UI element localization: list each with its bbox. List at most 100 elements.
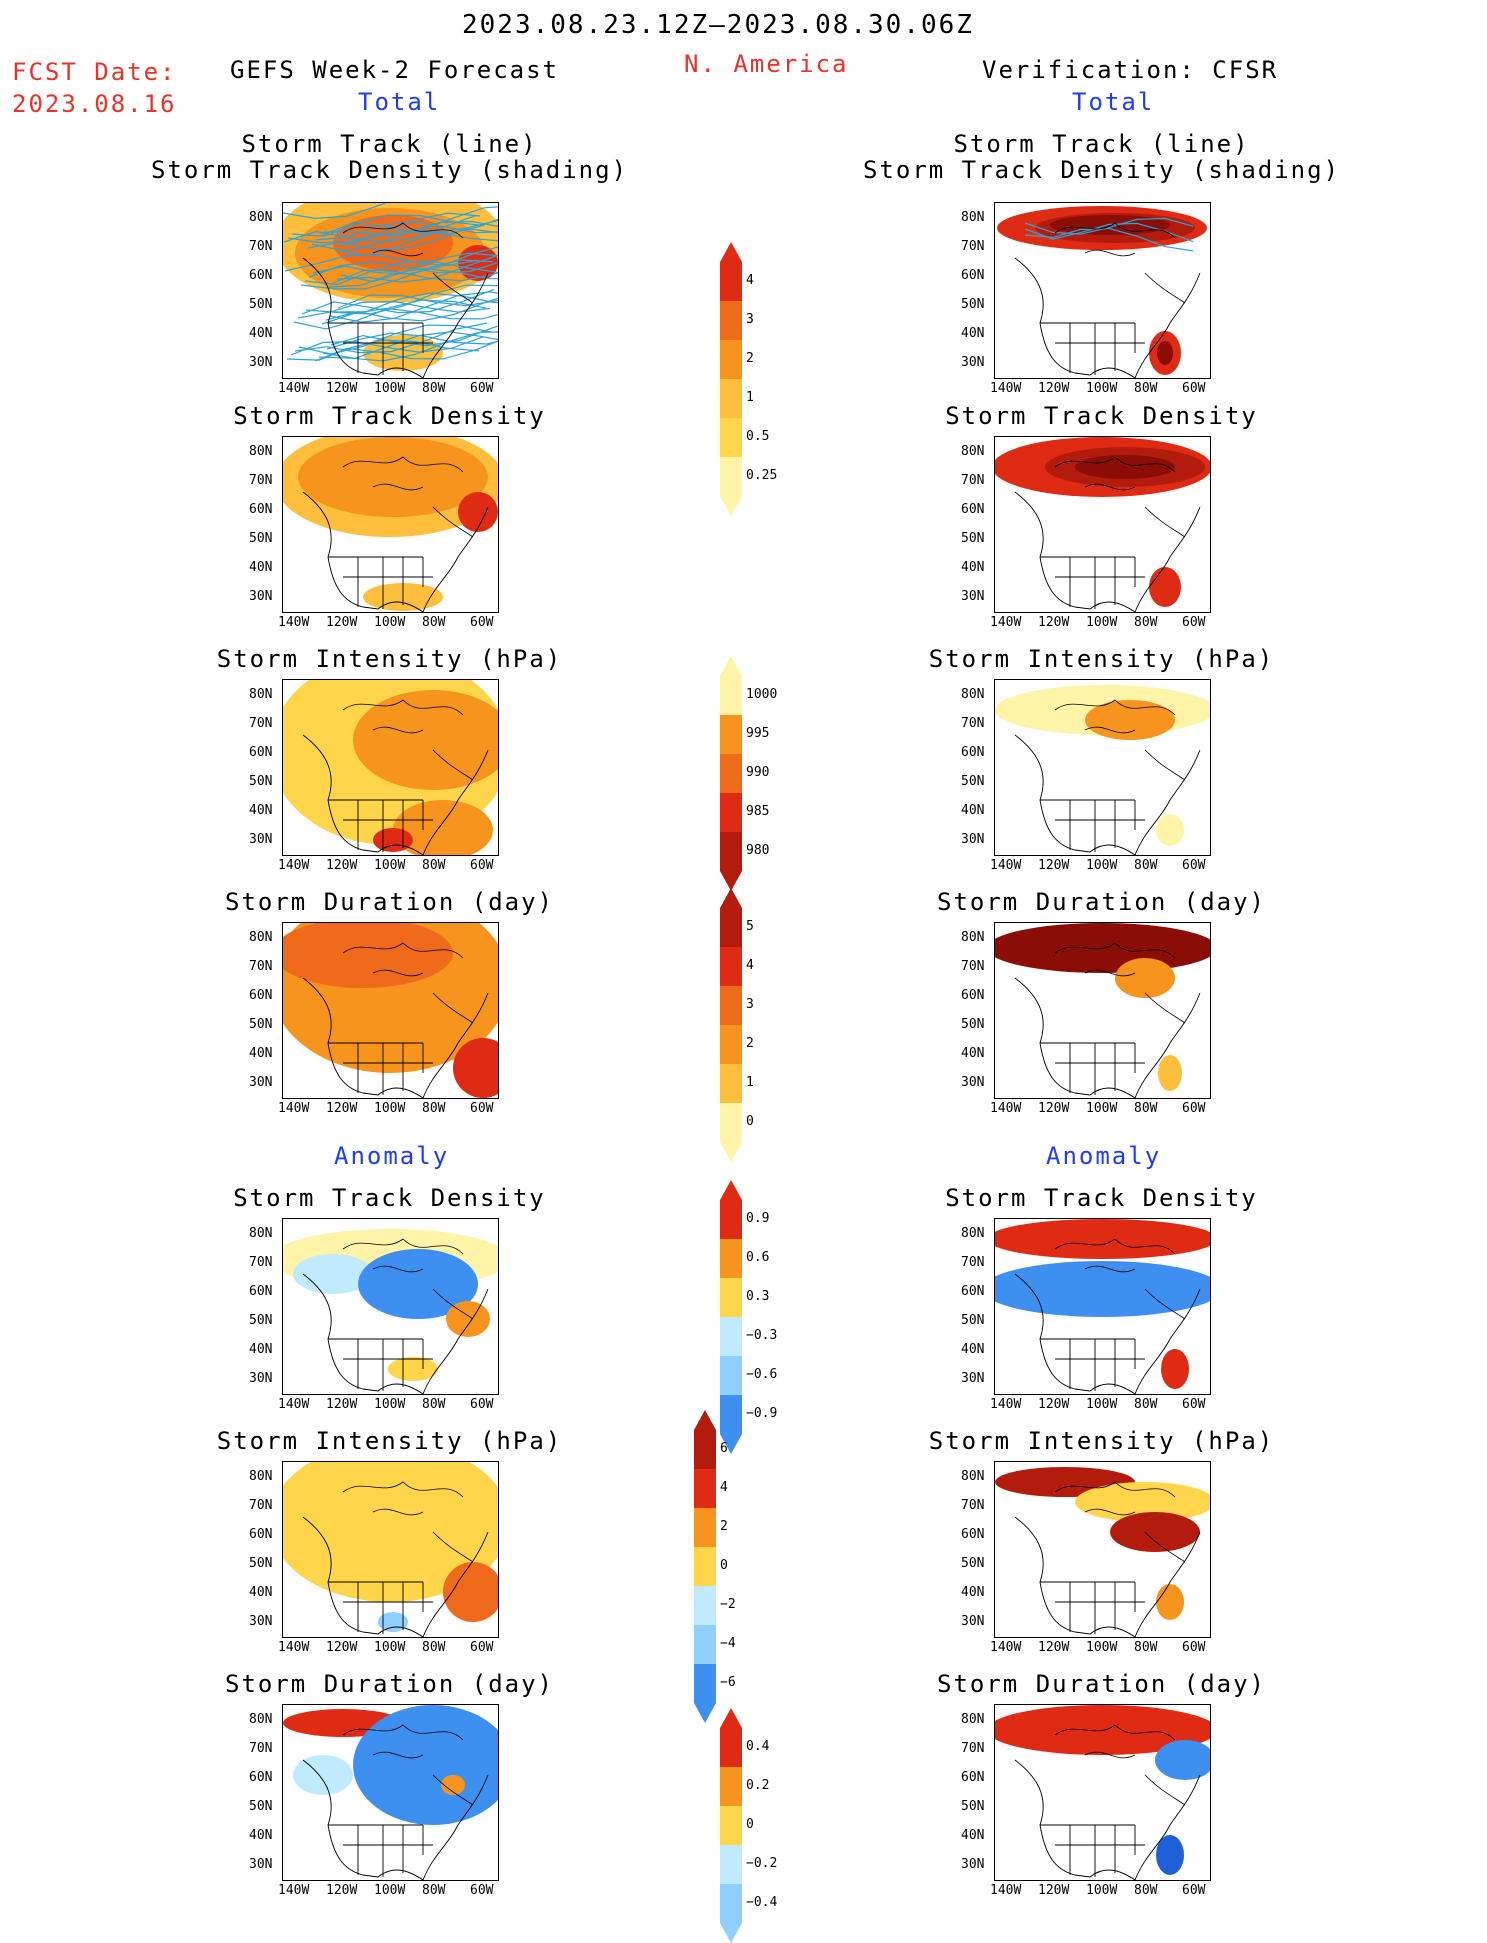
coastline [302, 977, 489, 1098]
panel-title-forecast-6-0: Storm Duration (day) [225, 1670, 554, 1698]
coastline [1054, 456, 1186, 538]
lon-tick-label: 120W [1038, 1883, 1070, 1898]
lat-tick-label: 50N [961, 774, 985, 789]
lon-tick-label: 80W [1134, 1101, 1158, 1116]
lat-tick-label: 40N [961, 803, 985, 818]
lon-tick-label: 100W [374, 615, 406, 630]
colorbar-label: 4 [720, 1480, 728, 1495]
period-title: 2023.08.23.12Z–2023.08.30.06Z [462, 10, 974, 40]
lat-tick-label: 70N [249, 716, 273, 731]
lon-tick-label: 80W [422, 1101, 446, 1116]
colorbar-segment [720, 908, 742, 947]
lon-tick-label: 80W [1134, 381, 1158, 396]
coastline [1054, 1724, 1186, 1806]
colorbar-segment [694, 1547, 716, 1586]
storm-track-line [328, 267, 498, 288]
colorbar-top-arrow [720, 242, 742, 262]
lon-tick-label: 140W [278, 1883, 310, 1898]
lon-tick-label: 60W [1182, 1640, 1206, 1655]
panel-title-verification-2-0: Storm Intensity (hPa) [928, 645, 1275, 673]
shading-region [353, 690, 498, 790]
coastline [1014, 1759, 1201, 1880]
lon-tick-label: 120W [326, 1397, 358, 1412]
coastline [1014, 257, 1201, 378]
shading-region [293, 1755, 353, 1795]
colorbar-segment [720, 1103, 742, 1142]
colorbar-label: 1 [746, 1075, 754, 1090]
colorbar-segment [720, 1728, 742, 1767]
coastline [302, 1273, 489, 1394]
colorbar-segment [694, 1469, 716, 1508]
lon-tick-label: 100W [374, 1101, 406, 1116]
colorbar-segment [720, 1356, 742, 1395]
lon-tick-label: 140W [278, 615, 310, 630]
lon-tick-label: 100W [374, 381, 406, 396]
panel-title-verification-5-0: Storm Intensity (hPa) [928, 1427, 1275, 1455]
colorbar-label: 2 [720, 1519, 728, 1534]
lat-tick-label: 40N [249, 1585, 273, 1600]
coastline [302, 257, 489, 378]
lon-tick-label: 120W [326, 615, 358, 630]
shading-region [373, 828, 413, 852]
lon-tick-label: 120W [1038, 381, 1070, 396]
lat-tick-label: 80N [249, 1469, 273, 1484]
lon-tick-label: 100W [374, 1883, 406, 1898]
lat-tick-label: 70N [961, 1498, 985, 1513]
colorbar-label: 2 [746, 351, 754, 366]
lat-tick-label: 70N [961, 1255, 985, 1270]
lon-tick-label: 120W [326, 1101, 358, 1116]
lon-tick-label: 120W [326, 381, 358, 396]
lon-tick-label: 60W [1182, 615, 1206, 630]
storm-track-line [337, 294, 498, 309]
shading-region [1075, 455, 1175, 479]
lon-tick-label: 60W [470, 1101, 494, 1116]
shading-region [1149, 567, 1181, 607]
coastline [1014, 491, 1201, 612]
colorbar-label: 3 [746, 312, 754, 327]
map-forecast-1 [282, 436, 499, 613]
lon-tick-label: 120W [1038, 1101, 1070, 1116]
storm-track-line [305, 284, 498, 315]
lon-tick-label: 140W [278, 858, 310, 873]
lat-tick-label: 40N [961, 560, 985, 575]
fcst-date-label: FCST Date: [12, 58, 177, 86]
lon-tick-label: 140W [990, 1640, 1022, 1655]
lat-tick-label: 50N [249, 1313, 273, 1328]
colorbar-segment [720, 301, 742, 340]
lat-tick-label: 70N [961, 1741, 985, 1756]
lat-tick-label: 60N [249, 745, 273, 760]
lat-tick-label: 80N [961, 1469, 985, 1484]
lat-tick-label: 60N [249, 502, 273, 517]
lon-tick-label: 100W [1086, 1640, 1118, 1655]
storm-track-line [312, 246, 498, 275]
lat-tick-label: 40N [961, 326, 985, 341]
lon-tick-label: 80W [1134, 1883, 1158, 1898]
lat-tick-label: 80N [249, 444, 273, 459]
lon-tick-label: 100W [1086, 1883, 1118, 1898]
colorbar-segment [720, 754, 742, 793]
lat-tick-label: 80N [961, 210, 985, 225]
map-verification-6 [994, 1704, 1211, 1881]
lat-tick-label: 60N [961, 988, 985, 1003]
colorbar-segment [694, 1430, 716, 1469]
colorbar-top-arrow [694, 1410, 716, 1430]
shading-region [995, 1261, 1210, 1317]
total-left-label: Total [358, 88, 441, 116]
lat-tick-label: 80N [249, 210, 273, 225]
lat-tick-label: 70N [249, 239, 273, 254]
colorbar-label: 4 [746, 958, 754, 973]
panel-title-verification-0-1: Storm Track Density (shading) [862, 156, 1341, 184]
storm-track-line [324, 206, 498, 237]
lat-tick-label: 80N [961, 444, 985, 459]
colorbar-label: −0.3 [746, 1328, 778, 1343]
shading-region [283, 1462, 498, 1602]
lat-tick-label: 30N [961, 1371, 985, 1386]
coastline [1054, 222, 1186, 304]
anomaly-left-label: Anomaly [334, 1142, 450, 1170]
shading-region [1085, 700, 1175, 740]
colorbar-bottom-arrow [720, 1923, 742, 1943]
storm-track-line [329, 291, 498, 323]
colorbar-segment [694, 1664, 716, 1703]
lat-tick-label: 50N [249, 297, 273, 312]
colorbar-label: 2 [746, 1036, 754, 1051]
